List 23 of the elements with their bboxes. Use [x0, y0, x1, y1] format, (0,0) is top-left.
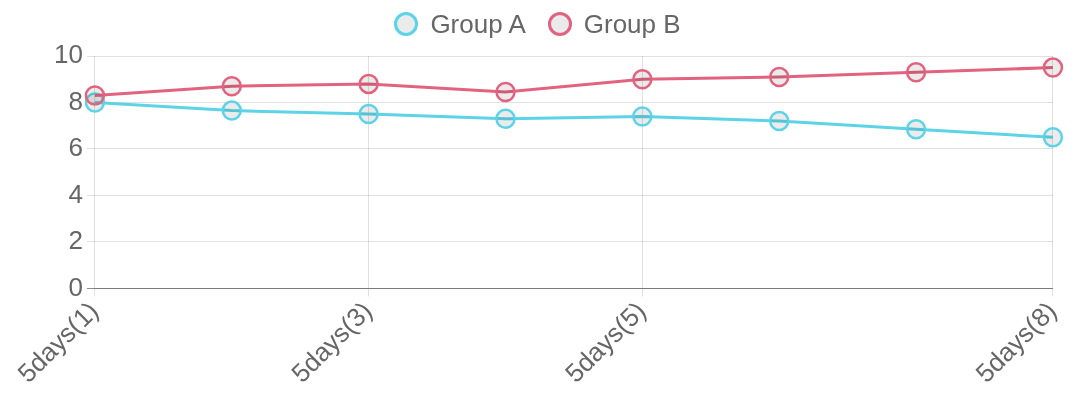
- y-tick-label: 6: [68, 132, 83, 163]
- point: [632, 68, 653, 90]
- y-tick-label: 8: [68, 85, 83, 116]
- point: [495, 108, 516, 129]
- point: [632, 106, 653, 127]
- y-tick-label: 2: [68, 225, 83, 256]
- y-tick-label: 0: [68, 271, 83, 302]
- point: [84, 85, 106, 106]
- point: [905, 118, 927, 140]
- point: [358, 73, 379, 95]
- point: [221, 100, 243, 121]
- y-tick-label: 4: [68, 178, 83, 209]
- point: [1042, 57, 1064, 78]
- point: [905, 62, 927, 83]
- point: [221, 75, 243, 97]
- point: [358, 103, 379, 125]
- legend-label: Group A: [430, 8, 526, 40]
- point: [1042, 127, 1064, 148]
- y-tick-label: 10: [54, 39, 83, 70]
- point: [768, 110, 790, 132]
- point: [768, 66, 790, 88]
- point: [495, 81, 516, 103]
- legend-label: Group B: [583, 8, 681, 40]
